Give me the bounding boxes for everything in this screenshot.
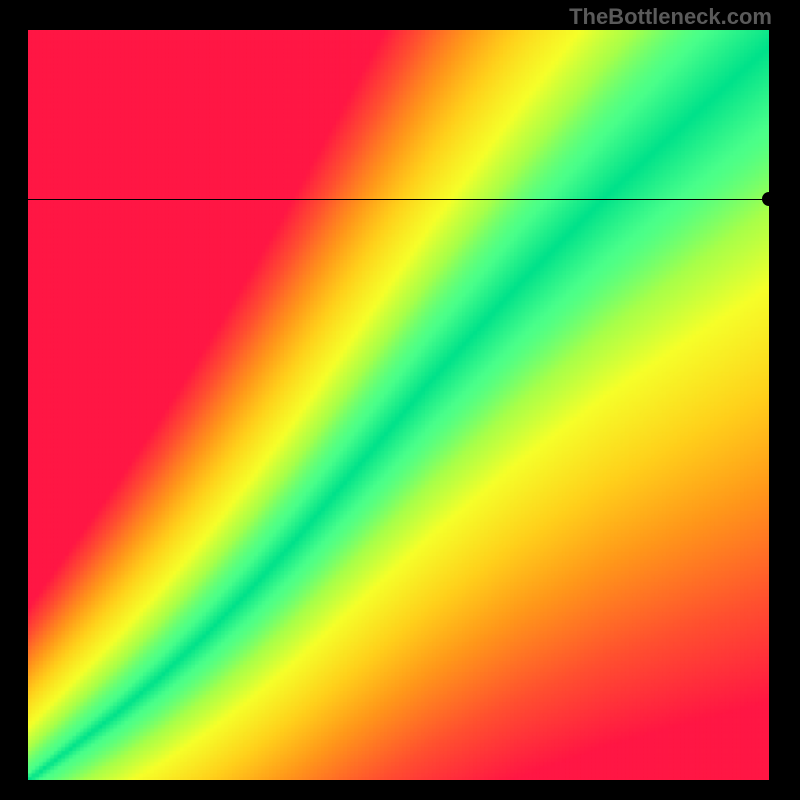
chart-container: TheBottleneck.com <box>0 0 800 800</box>
crosshair-vertical <box>769 30 770 780</box>
heatmap-canvas <box>28 30 770 780</box>
heatmap-area <box>28 30 770 780</box>
marker-dot <box>762 192 776 206</box>
watermark-text: TheBottleneck.com <box>569 4 772 30</box>
crosshair-horizontal <box>28 199 770 200</box>
